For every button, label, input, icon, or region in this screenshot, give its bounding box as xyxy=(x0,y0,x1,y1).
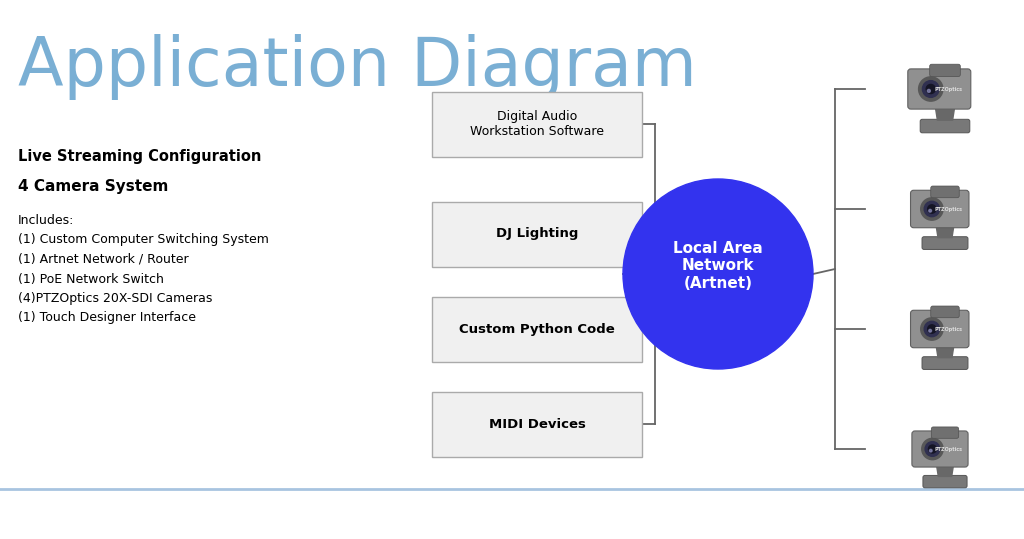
Circle shape xyxy=(926,85,935,94)
FancyBboxPatch shape xyxy=(930,64,961,77)
FancyBboxPatch shape xyxy=(921,119,970,133)
FancyBboxPatch shape xyxy=(432,202,642,266)
Circle shape xyxy=(925,201,940,217)
Text: 4 Camera System: 4 Camera System xyxy=(18,179,168,194)
FancyBboxPatch shape xyxy=(922,237,968,250)
FancyBboxPatch shape xyxy=(931,186,959,198)
Circle shape xyxy=(929,209,932,212)
Text: Live Streaming Configuration: Live Streaming Configuration xyxy=(18,149,261,164)
Text: DJ Lighting: DJ Lighting xyxy=(496,227,579,240)
Circle shape xyxy=(929,329,932,332)
Circle shape xyxy=(930,450,932,452)
Circle shape xyxy=(928,89,931,92)
FancyBboxPatch shape xyxy=(432,391,642,457)
FancyBboxPatch shape xyxy=(910,310,969,348)
Text: PTZOptics: PTZOptics xyxy=(934,446,963,452)
FancyBboxPatch shape xyxy=(931,306,959,317)
Circle shape xyxy=(921,318,943,340)
Circle shape xyxy=(925,441,940,457)
Circle shape xyxy=(922,438,943,460)
Polygon shape xyxy=(936,226,953,238)
Text: Custom Python Code: Custom Python Code xyxy=(459,322,614,335)
Polygon shape xyxy=(936,108,954,120)
Text: PTZOptics: PTZOptics xyxy=(935,327,963,331)
Text: Includes:
(1) Custom Computer Switching System
(1) Artnet Network / Router
(1) P: Includes: (1) Custom Computer Switching … xyxy=(18,214,269,324)
FancyBboxPatch shape xyxy=(910,190,969,228)
FancyBboxPatch shape xyxy=(931,427,958,438)
Circle shape xyxy=(928,205,936,213)
FancyBboxPatch shape xyxy=(908,69,971,109)
Circle shape xyxy=(925,321,940,337)
FancyBboxPatch shape xyxy=(432,296,642,362)
Text: PTZOptics: PTZOptics xyxy=(935,86,963,92)
Circle shape xyxy=(921,198,943,220)
FancyBboxPatch shape xyxy=(923,475,967,488)
Circle shape xyxy=(923,81,939,98)
Polygon shape xyxy=(937,466,953,476)
Circle shape xyxy=(929,445,937,453)
Text: Digital Audio
Workstation Software: Digital Audio Workstation Software xyxy=(470,110,604,138)
Text: Local Area
Network
(Artnet): Local Area Network (Artnet) xyxy=(673,241,763,291)
FancyBboxPatch shape xyxy=(432,92,642,156)
Text: MIDI Devices: MIDI Devices xyxy=(488,418,586,431)
Circle shape xyxy=(623,179,813,369)
FancyBboxPatch shape xyxy=(912,431,968,467)
Circle shape xyxy=(919,77,943,101)
Circle shape xyxy=(928,325,936,333)
Text: PTZOptics: PTZOptics xyxy=(935,206,963,211)
Text: Application Diagram: Application Diagram xyxy=(18,34,696,100)
FancyBboxPatch shape xyxy=(922,357,968,369)
Polygon shape xyxy=(936,347,953,358)
